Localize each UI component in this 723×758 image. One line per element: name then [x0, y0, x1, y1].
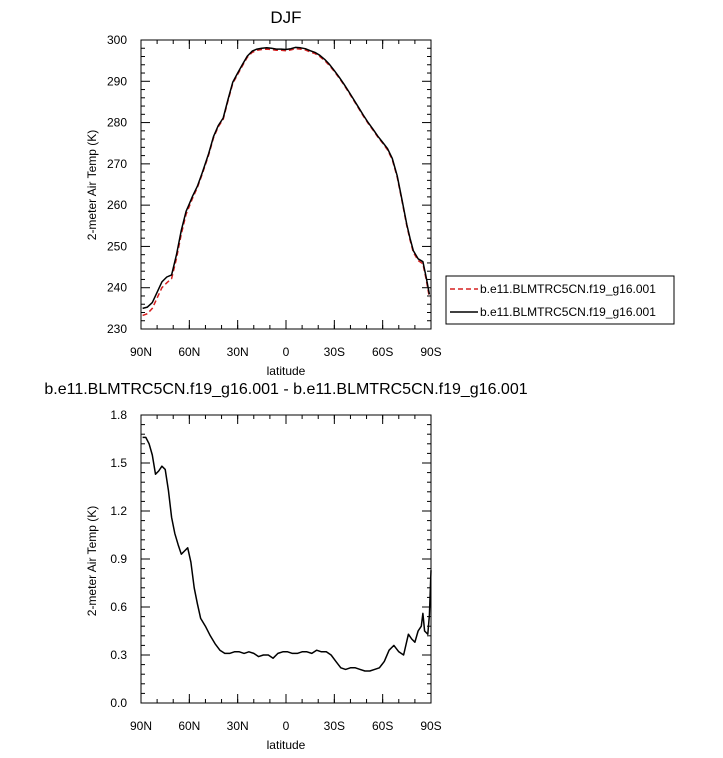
y-tick-label: 230 [107, 322, 127, 336]
x-tick-label: 30S [324, 719, 345, 733]
difference-panel: b.e11.BLMTRC5CN.f19_g16.001 - b.e11.BLMT… [44, 381, 527, 752]
x-tick-label: 60S [372, 719, 393, 733]
x-tick-label: 90S [420, 345, 441, 359]
temperature-panel: DJF 2-meter Air Temp (K) latitude 90N 60N… [85, 8, 442, 378]
y-tick-label: 290 [107, 74, 127, 88]
y-tick-label: 0.3 [110, 648, 127, 662]
legend-label: b.e11.BLMTRC5CN.f19_g16.001 [480, 305, 656, 319]
y-tick-label: 240 [107, 281, 127, 295]
chart-title: DJF [270, 8, 301, 27]
x-tick-label: 0 [283, 345, 290, 359]
x-axis-label: latitude [267, 738, 306, 752]
legend-item: b.e11.BLMTRC5CN.f19_g16.001 [450, 305, 656, 319]
legend: b.e11.BLMTRC5CN.f19_g16.001 b.e11.BLMTRC… [445, 275, 675, 325]
plot-area: 90N 60N 30N 0 30S 60S 90S 0.0 0.3 0.6 0.9 1.2 1.5 1.8 [110, 408, 441, 733]
x-tick-label: 90N [130, 719, 152, 733]
y-axis-label: 2-meter Air Temp (K) [85, 506, 99, 616]
y-tick-label: 1.2 [110, 504, 127, 518]
series-line-0 [142, 436, 432, 672]
y-tick-label: 300 [107, 33, 127, 47]
x-tick-label: 90S [420, 719, 441, 733]
series-line-0 [142, 47, 431, 317]
y-tick-label: 1.8 [110, 408, 127, 422]
y-tick-label: 0.0 [110, 696, 127, 710]
x-tick-label: 60S [372, 345, 393, 359]
y-tick-label: 250 [107, 239, 127, 253]
x-tick-label: 90N [130, 345, 152, 359]
x-tick-label: 60N [178, 719, 200, 733]
axes-frame [140, 39, 432, 330]
series-line-1 [142, 46, 431, 310]
plot-area: 90N 60N 30N 0 30S 60S 90S 230 240 250 260 270 280 290… [107, 33, 442, 359]
chart-title: b.e11.BLMTRC5CN.f19_g16.001 - b.e11.BLMT… [44, 381, 527, 398]
y-tick-label: 270 [107, 157, 127, 171]
x-tick-label: 30S [324, 345, 345, 359]
y-tick-label: 280 [107, 116, 127, 130]
x-tick-label: 30N [227, 719, 249, 733]
y-tick-label: 260 [107, 198, 127, 212]
legend-box [445, 275, 675, 325]
legend-item: b.e11.BLMTRC5CN.f19_g16.001 [450, 282, 656, 296]
y-axis-label: 2-meter Air Temp (K) [85, 130, 99, 240]
y-tick-label: 0.9 [110, 552, 127, 566]
legend-label: b.e11.BLMTRC5CN.f19_g16.001 [480, 282, 656, 296]
y-tick-label: 1.5 [110, 456, 127, 470]
axes-frame [140, 414, 432, 704]
y-tick-label: 0.6 [110, 600, 127, 614]
x-tick-label: 60N [178, 345, 200, 359]
x-tick-label: 0 [283, 719, 290, 733]
x-tick-label: 30N [227, 345, 249, 359]
x-axis-label: latitude [267, 364, 306, 378]
